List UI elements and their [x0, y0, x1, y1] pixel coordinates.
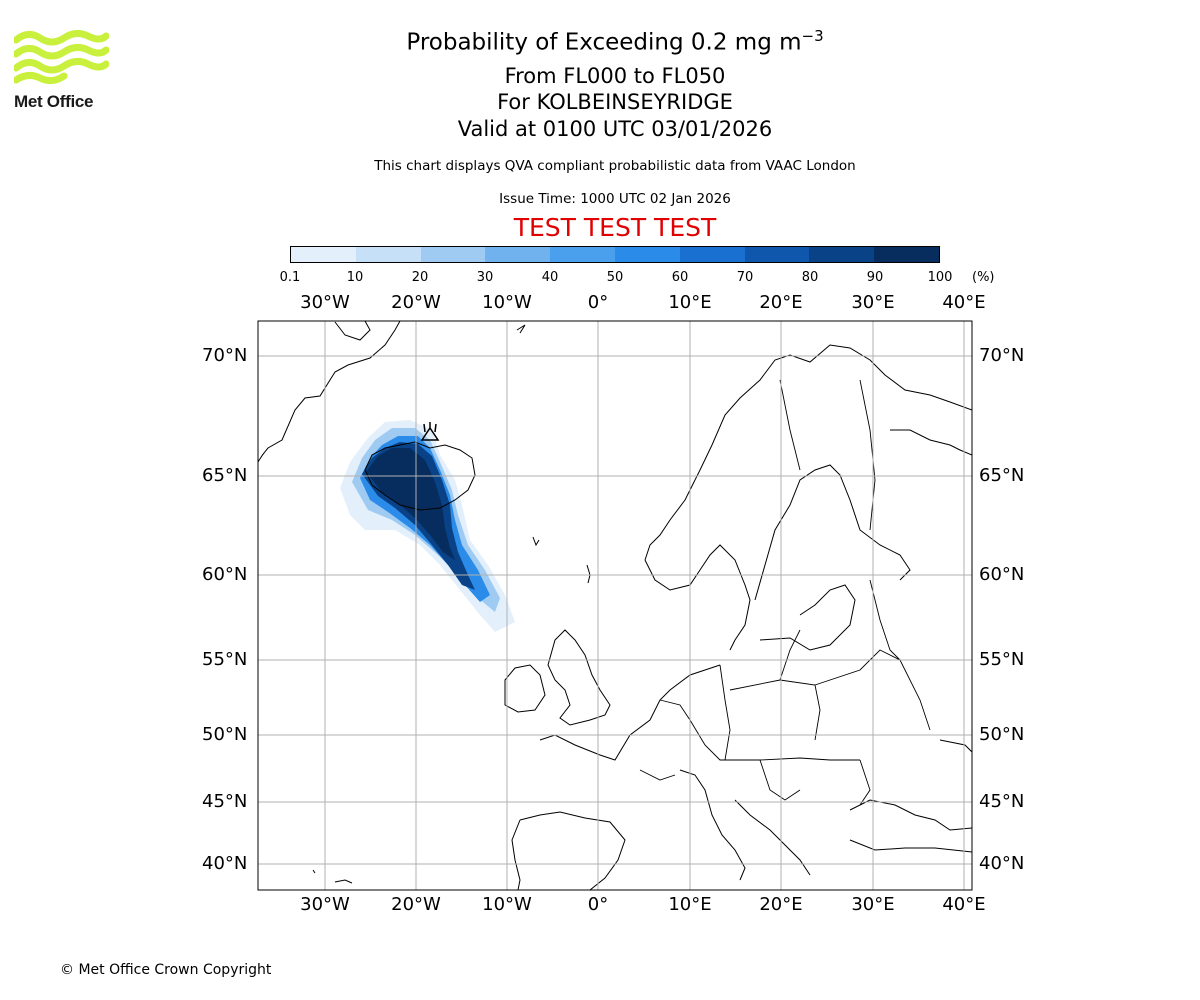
longitude-label-top: 20°E [759, 292, 803, 313]
longitude-label-bottom: 40°E [942, 894, 986, 915]
latitude-label-left: 50°N [202, 724, 248, 745]
colorbar-tick-label: 40 [541, 270, 559, 285]
longitude-label-bottom: 20°W [391, 894, 441, 915]
longitude-label-top: 40°E [942, 292, 986, 313]
colorbar-bin-8 [809, 247, 875, 262]
volcano-name: For KOLBEINSEYRIDGE [497, 90, 733, 114]
longitude-label-top: 30°W [300, 292, 350, 313]
colorbar-tick-label: 20 [411, 270, 429, 285]
longitude-label-top: 30°E [851, 292, 895, 313]
graticule [258, 321, 972, 890]
latitude-label-right: 70°N [979, 345, 1025, 366]
longitude-label-top: 20°W [391, 292, 441, 313]
map-frame [257, 320, 973, 891]
longitude-label-bottom: 30°E [851, 894, 895, 915]
colorbar-bin-7 [744, 247, 810, 262]
colorbar-tick-label: 10 [346, 270, 364, 285]
test-banner: TEST TEST TEST [513, 213, 717, 242]
longitude-label-bottom: 10°W [482, 894, 532, 915]
map-background [258, 321, 972, 890]
longitude-label-bottom: 30°W [300, 894, 350, 915]
colorbar-bin-2 [420, 247, 486, 262]
longitude-label-top: 10°W [482, 292, 532, 313]
colorbar-bin-5 [614, 247, 680, 262]
met-office-logo-text: Met Office [14, 92, 94, 111]
latitude-label-left: 65°N [202, 465, 248, 486]
copyright-notice: © Met Office Crown Copyright [60, 962, 272, 978]
longitude-label-bottom: 20°E [759, 894, 803, 915]
colorbar-bin-3 [485, 247, 551, 262]
valid-time: Valid at 0100 UTC 03/01/2026 [457, 117, 773, 141]
longitude-label-top: 10°E [668, 292, 712, 313]
colorbar-tick-label: 70 [736, 270, 754, 285]
chart-title: Probability of Exceeding 0.2 mg m−3 [406, 27, 824, 56]
longitude-label-bottom: 10°E [668, 894, 712, 915]
met-office-logo-waves [14, 30, 109, 85]
latitude-label-right: 40°N [979, 853, 1025, 874]
colorbar-bin-1 [355, 247, 421, 262]
latitude-label-left: 70°N [202, 345, 248, 366]
latitude-label-left: 45°N [202, 791, 248, 812]
latitude-label-right: 50°N [979, 724, 1025, 745]
latitude-label-right: 65°N [979, 465, 1025, 486]
latitude-label-right: 60°N [979, 564, 1025, 585]
latitude-label-right: 45°N [979, 791, 1025, 812]
latitude-label-left: 60°N [202, 564, 248, 585]
colorbar-bin-0 [291, 247, 356, 262]
colorbar-tick-label: 100 [927, 270, 953, 285]
coastlines [258, 321, 972, 890]
longitude-label-bottom: 0° [587, 894, 609, 915]
latitude-label-right: 55°N [979, 649, 1025, 670]
colorbar [290, 246, 940, 263]
colorbar-tick-label: 30 [476, 270, 494, 285]
latitude-label-left: 55°N [202, 649, 248, 670]
colorbar-bin-4 [550, 247, 615, 262]
colorbar-tick-label: 0.1 [279, 270, 301, 285]
colorbar-tick-label: 80 [801, 270, 819, 285]
colorbar-tick-label: 50 [606, 270, 624, 285]
disclaimer-text: This chart displays QVA compliant probab… [374, 158, 856, 174]
colorbar-tick-label: 90 [866, 270, 884, 285]
issue-time: Issue Time: 1000 UTC 02 Jan 2026 [499, 191, 731, 207]
colorbar-bin-9 [874, 247, 939, 262]
colorbar-unit: (%) [972, 270, 995, 285]
colorbar-bin-6 [679, 247, 745, 262]
latitude-label-left: 40°N [202, 853, 248, 874]
longitude-label-top: 0° [587, 292, 609, 313]
colorbar-tick-label: 60 [671, 270, 689, 285]
flight-level-range: From FL000 to FL050 [504, 64, 726, 88]
volcano-marker-icon [420, 422, 440, 441]
